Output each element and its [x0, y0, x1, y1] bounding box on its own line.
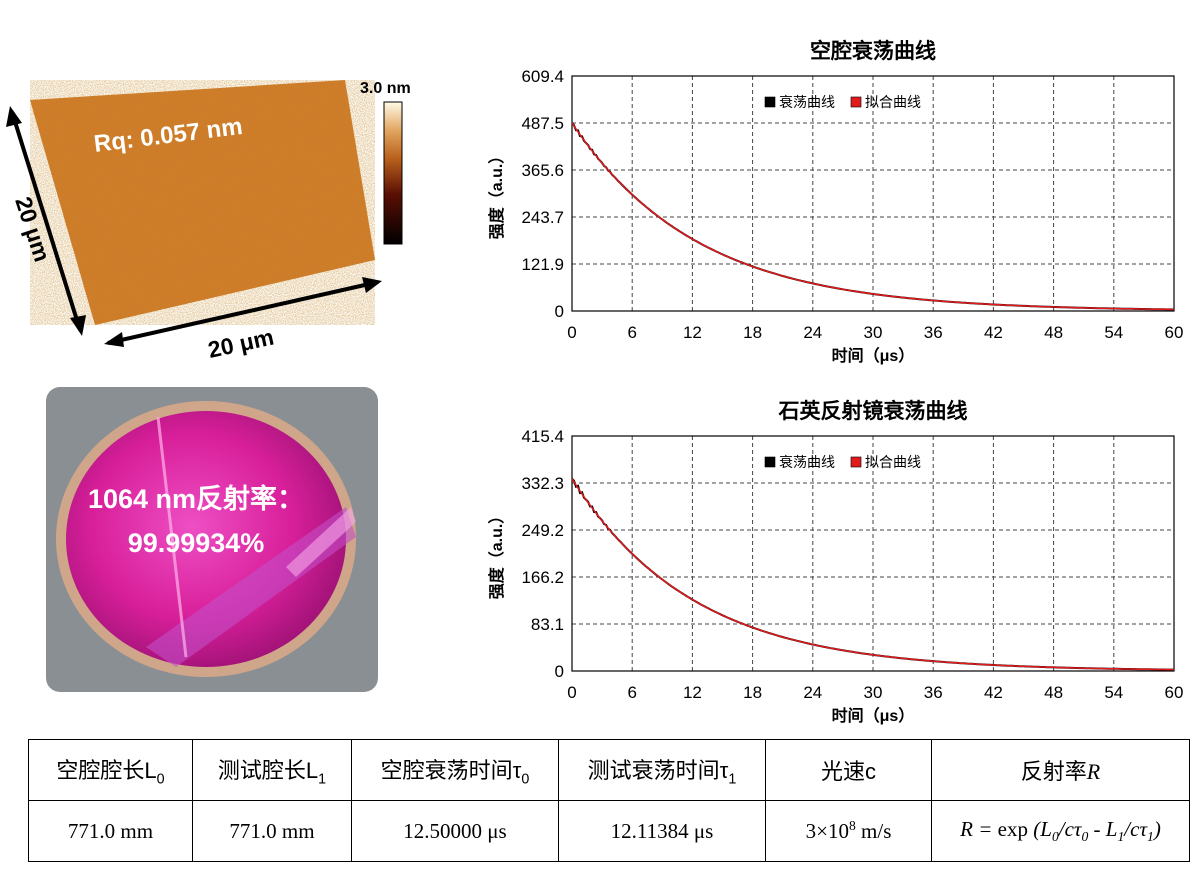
x-axis-label: 时间（μs） [832, 346, 915, 365]
x-tick-label: 48 [1044, 683, 1063, 702]
value-r-formula: R = exp (L0/cτ0 - L1/cτ1) [931, 800, 1190, 862]
x-tick-label: 60 [1165, 683, 1184, 702]
y-tick-label: 0 [555, 662, 564, 681]
results-table: 空腔腔长L0 测试腔长L1 空腔衰荡时间τ0 测试衰荡时间τ1 光速c 反射率R… [28, 739, 1190, 862]
afm-y-dimension-arrow [10, 111, 82, 331]
plot-area-border [571, 75, 1175, 312]
y-tick-label: 609.4 [521, 67, 564, 86]
y-tick-label: 166.2 [521, 568, 564, 587]
x-tick-label: 6 [627, 323, 636, 342]
afm-surface-texture [30, 80, 375, 325]
x-tick-label: 42 [984, 323, 1003, 342]
value-l0: 771.0 mm [28, 800, 193, 862]
y-axis-label: 强度（a.u.） [487, 148, 506, 240]
legend-swatch [850, 456, 862, 468]
y-tick-label: 121.9 [521, 255, 564, 274]
x-tick-label: 24 [803, 683, 822, 702]
legend-swatch [764, 456, 776, 468]
y-tick-label: 332.3 [521, 474, 564, 493]
afm-x-dimension-label: 20 μm [206, 324, 276, 363]
x-tick-label: 18 [743, 683, 762, 702]
afm-x-dimension-arrow [107, 280, 379, 345]
y-tick-label: 487.5 [521, 114, 564, 133]
legend-label: 拟合曲线 [865, 95, 921, 111]
reflectivity-label: 1064 nm反射率： 99.99934% [46, 477, 346, 559]
x-tick-label: 54 [1104, 683, 1123, 702]
mirror-reflection-2 [286, 507, 356, 577]
header-tau0: 空腔衰荡时间τ0 [351, 739, 559, 801]
quartz-mirror-decay-chart: 石英反射镜衰荡曲线 0 6 12 18 24 30 36 42 48 54 60 0 83.1 166.2 2… [487, 399, 1184, 725]
afm-surface-panel: Rq: 0.057 nm 3.0 nm 20 μm 20 μm [6, 80, 411, 363]
mirror-glare [156, 416, 188, 658]
value-tau0: 12.50000 μs [351, 800, 559, 862]
legend-label: 拟合曲线 [865, 455, 921, 471]
x-tick-label: 36 [924, 323, 943, 342]
y-tick-label: 249.2 [521, 521, 564, 540]
afm-colorbar [383, 101, 403, 245]
series-fit-line [571, 122, 1175, 311]
x-tick-label: 36 [924, 683, 943, 702]
chart-title: 石英反射镜衰荡曲线 [778, 399, 968, 423]
table-header-row: 空腔腔长L0 测试腔长L1 空腔衰荡时间τ0 测试衰荡时间τ1 光速c 反射率R [28, 739, 1190, 801]
x-tick-label: 12 [683, 683, 702, 702]
x-tick-label: 0 [567, 683, 576, 702]
afm-x-arrow-head-right [362, 277, 382, 293]
header-c: 光速c [765, 739, 932, 801]
x-tick-label: 54 [1104, 323, 1123, 342]
mirror-coating [66, 411, 346, 667]
x-tick-label: 48 [1044, 323, 1063, 342]
empty-cavity-decay-chart: 空腔衰荡曲线 0 6 12 18 24 30 36 42 48 54 60 0 121.9 243.7 365… [487, 39, 1184, 365]
legend-label: 衰荡曲线 [779, 94, 835, 111]
plot-area-border [571, 435, 1175, 672]
y-tick-label: 83.1 [531, 615, 564, 634]
header-l0: 空腔腔长L0 [28, 739, 193, 801]
legend-swatch [850, 96, 862, 108]
x-tick-label: 6 [627, 683, 636, 702]
y-tick-label: 243.7 [521, 208, 564, 227]
afm-y-arrow-head-top [6, 106, 22, 127]
reflectivity-line1: 1064 nm反射率： [87, 484, 305, 514]
mirror-photo [46, 387, 378, 692]
afm-colorbar-max-label: 3.0 nm [360, 80, 411, 97]
value-tau1: 12.11384 μs [558, 800, 766, 862]
reflectivity-value: 99.99934% [127, 528, 265, 558]
x-tick-label: 18 [743, 323, 762, 342]
x-tick-label: 60 [1165, 323, 1184, 342]
chart-title: 空腔衰荡曲线 [810, 39, 936, 63]
mirror-reflection [146, 507, 356, 667]
x-tick-label: 30 [864, 683, 883, 702]
x-tick-label: 0 [567, 323, 576, 342]
x-tick-label: 42 [984, 683, 1003, 702]
x-axis-label: 时间（μs） [832, 706, 915, 725]
header-r: 反射率R [931, 739, 1190, 801]
series-fit-line [571, 478, 1174, 671]
header-tau1: 测试衰荡时间τ1 [558, 739, 766, 801]
value-l1: 771.0 mm [192, 800, 352, 862]
x-tick-label: 30 [864, 323, 883, 342]
afm-y-arrow-head-bottom [70, 315, 86, 336]
y-axis-label: 强度（a.u.） [487, 508, 506, 600]
afm-x-arrow-head-left [104, 332, 124, 347]
x-tick-label: 12 [683, 323, 702, 342]
y-tick-label: 415.4 [521, 427, 564, 446]
legend-label: 衰荡曲线 [779, 454, 835, 471]
table-row: 771.0 mm 771.0 mm 12.50000 μs 12.11384 μ… [28, 800, 1190, 862]
legend-swatch [764, 96, 776, 108]
y-tick-label: 0 [555, 302, 564, 321]
header-l1: 测试腔长L1 [192, 739, 352, 801]
x-tick-label: 24 [803, 323, 822, 342]
value-c: 3×108 m/s [765, 800, 932, 862]
y-tick-label: 365.6 [521, 161, 564, 180]
